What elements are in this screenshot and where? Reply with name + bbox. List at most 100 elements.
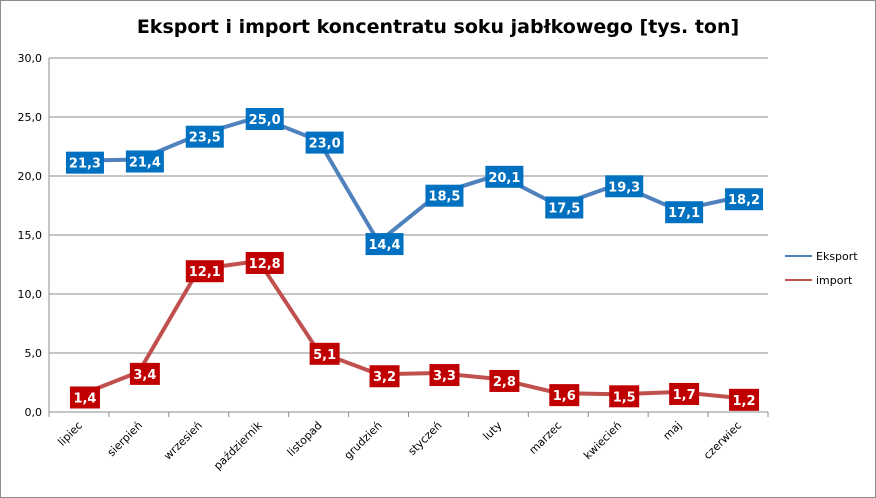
data-label-text: 19,3 — [608, 180, 640, 195]
y-tick-label: 10,0 — [18, 288, 43, 301]
gridlines — [49, 57, 768, 413]
x-tick-label: maj — [661, 419, 685, 443]
data-label-text: 5,1 — [313, 348, 336, 363]
y-tick-label: 0,0 — [25, 406, 43, 419]
data-label: 1,5 — [609, 385, 640, 408]
data-label-box — [429, 364, 460, 387]
series — [76, 115, 741, 400]
data-labels: 21,3 21,4 23,5 25,0 23,0 14,4 18,5 20,1 17,5 19,3… — [65, 108, 764, 411]
data-label: 2,8 — [489, 369, 520, 392]
data-label-text: 12,8 — [249, 257, 281, 272]
data-label-box — [365, 233, 404, 256]
data-label: 12,1 — [185, 260, 224, 283]
legend-label: Eksport — [816, 250, 858, 263]
data-label-box — [65, 151, 104, 174]
data-label: 23,0 — [305, 131, 344, 154]
data-label-text: 3,3 — [433, 369, 456, 384]
legend-item-import: import — [785, 274, 853, 287]
data-label-text: 14,4 — [369, 238, 401, 253]
data-label: 21,3 — [65, 151, 104, 174]
data-label-text: 1,2 — [733, 394, 756, 409]
data-label: 18,2 — [725, 188, 764, 211]
data-label: 20,1 — [485, 165, 524, 188]
data-label-box — [245, 251, 284, 274]
data-label-box — [725, 188, 764, 211]
data-label-text: 3,2 — [373, 370, 396, 385]
x-tick-label: styczeń — [406, 419, 445, 458]
data-label: 18,5 — [425, 184, 464, 207]
data-label-box — [185, 260, 224, 283]
data-label-box — [425, 184, 464, 207]
data-label-box — [125, 150, 164, 173]
axes: 0,0 5,0 10,0 15,0 20,0 25,0 30,0 lipiec sierpień… — [18, 52, 769, 473]
x-tick-label: marzec — [527, 419, 565, 457]
data-label-text: 25,0 — [249, 113, 281, 128]
data-label-box — [369, 365, 400, 388]
data-label-text: 18,2 — [728, 193, 760, 208]
data-label-box — [485, 165, 524, 188]
chart-title: Eksport i import koncentratu soku jabłko… — [136, 16, 740, 38]
data-label-box — [245, 108, 284, 130]
data-label-box — [609, 385, 640, 408]
data-label: 1,2 — [729, 388, 760, 411]
data-label-box — [729, 388, 760, 411]
x-tick-label: wrzesień — [161, 419, 205, 463]
data-label-box — [309, 342, 340, 365]
data-label: 3,4 — [129, 362, 160, 385]
y-tick-label: 30,0 — [18, 52, 43, 65]
data-label-text: 18,5 — [428, 190, 460, 205]
data-label-box — [489, 369, 520, 392]
x-tick-label: kwiecień — [581, 419, 624, 462]
data-label-text: 20,1 — [488, 171, 520, 186]
y-tick-label: 15,0 — [18, 229, 43, 242]
data-label-text: 1,5 — [613, 390, 636, 405]
data-label-text: 1,6 — [553, 389, 576, 404]
data-label-box — [69, 386, 100, 409]
x-tick-label: grudzień — [342, 419, 385, 462]
legend: Eksport import — [785, 250, 858, 287]
series-line-import — [76, 258, 741, 400]
y-tick-label: 5,0 — [25, 347, 43, 360]
data-label: 14,4 — [365, 233, 404, 256]
data-label: 21,4 — [125, 150, 164, 173]
data-label: 17,1 — [665, 201, 704, 224]
data-label-text: 23,5 — [189, 131, 221, 146]
data-label: 12,8 — [245, 251, 284, 274]
data-label-box — [185, 125, 224, 148]
data-label: 17,5 — [545, 196, 584, 219]
data-label-text: 23,0 — [309, 137, 341, 152]
data-label: 19,3 — [605, 175, 644, 198]
data-label: 5,1 — [309, 342, 340, 365]
x-tick-label: sierpień — [105, 419, 145, 459]
data-label: 1,6 — [549, 384, 580, 407]
data-label: 3,3 — [429, 364, 460, 387]
data-label: 23,5 — [185, 125, 224, 148]
data-label-text: 3,4 — [133, 368, 156, 383]
data-label-text: 17,1 — [668, 206, 700, 221]
data-label-box — [305, 131, 344, 154]
y-tick-label: 25,0 — [18, 111, 43, 124]
x-tick-label: październik — [211, 418, 265, 472]
data-label-box — [665, 201, 704, 224]
x-tick-label: czerwiec — [701, 419, 744, 462]
x-tick-label: listopad — [285, 419, 325, 459]
y-tick-label: 20,0 — [18, 170, 43, 183]
data-label-text: 21,4 — [129, 155, 161, 170]
data-label-text: 2,8 — [493, 375, 516, 390]
data-label-text: 21,3 — [69, 157, 101, 172]
data-label-text: 1,4 — [73, 391, 96, 406]
data-label-text: 1,7 — [673, 388, 696, 403]
data-label-box — [545, 196, 584, 219]
legend-item-eksport: Eksport — [785, 250, 858, 263]
legend-label: import — [816, 274, 853, 287]
x-tick-label: lipiec — [55, 419, 85, 449]
data-label: 1,7 — [669, 382, 700, 405]
data-label-box — [129, 362, 160, 385]
data-label-box — [605, 175, 644, 198]
data-label: 1,4 — [69, 386, 100, 409]
x-tick-label: luty — [481, 419, 505, 443]
data-label-box — [549, 384, 580, 407]
data-label-box — [669, 382, 700, 405]
